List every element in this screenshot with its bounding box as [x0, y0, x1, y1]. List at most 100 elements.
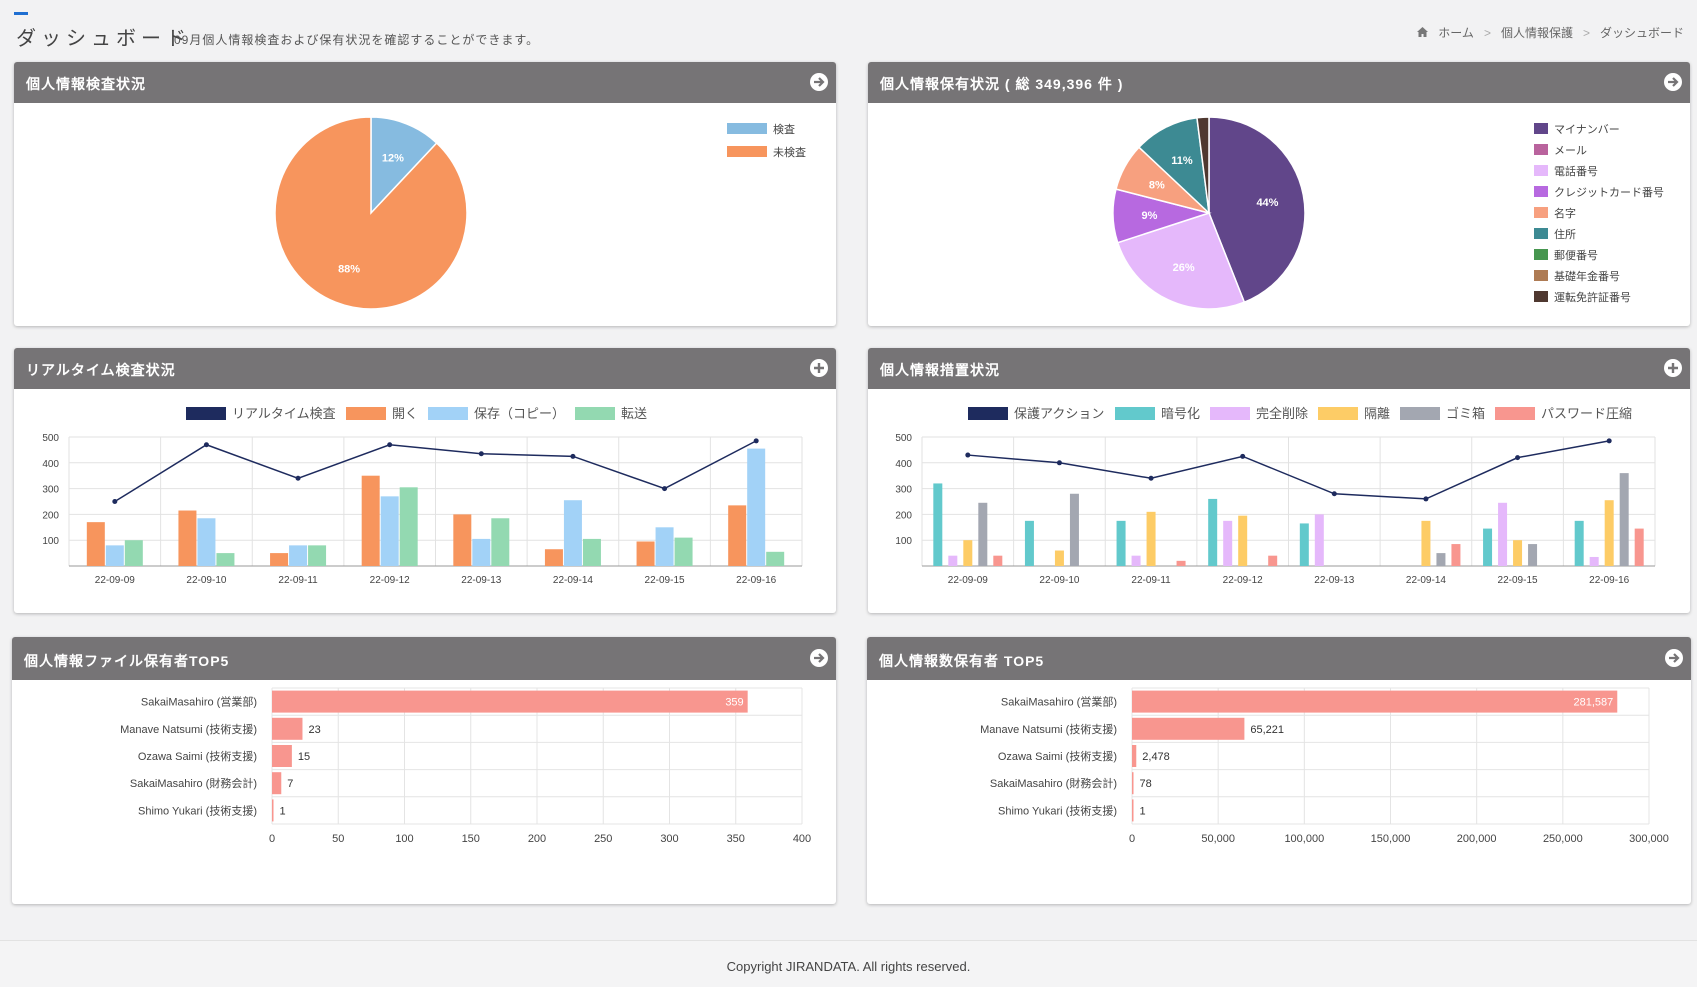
- legend-label: マイナンバー: [1554, 123, 1620, 136]
- category-label: Ozawa Saimi (技術支援): [998, 749, 1117, 763]
- category-label: Shimo Yukari (技術支援): [138, 803, 257, 817]
- x-tick-label: 22-09-10: [1039, 575, 1079, 586]
- x-tick-label: 350: [727, 833, 745, 845]
- file-owner-top5-panel: 個人情報ファイル保有者TOP5 0 50 100 150 200 250 300 350 400…: [12, 637, 836, 904]
- bar: [1132, 799, 1134, 822]
- line-point: [570, 453, 576, 459]
- legend-swatch: [1534, 123, 1548, 134]
- pie-slice: [1208, 116, 1306, 304]
- y-tick-label: 400: [42, 459, 59, 470]
- pie-value-label: 11%: [1171, 155, 1193, 167]
- category-label: SakaiMasahiro (財務会計): [990, 776, 1117, 790]
- breadcrumb: ホーム > 個人情報保護 > ダッシュボード: [1417, 24, 1684, 41]
- bar: [1132, 772, 1134, 795]
- legend-label: 完全削除: [1256, 406, 1308, 421]
- plus-icon[interactable]: [810, 359, 828, 377]
- line-point: [1515, 455, 1521, 461]
- bar-value-label: 23: [308, 724, 320, 736]
- bar: [1421, 520, 1431, 566]
- legend-label: 保護アクション: [1014, 406, 1104, 421]
- legend-swatch: [1495, 407, 1535, 420]
- breadcrumb-privacy[interactable]: 個人情報保護: [1500, 26, 1573, 40]
- x-tick-label: 22-09-14: [553, 575, 593, 586]
- arrow-right-icon[interactable]: [1664, 73, 1682, 91]
- measures-status-panel: 個人情報措置状況 保護アクション 暗号化 完全削除 隔離 ゴミ箱 パスワード圧縮 100 20…: [868, 348, 1690, 613]
- y-tick-label: 400: [895, 459, 912, 470]
- legend-label: 保存（コピー）: [474, 406, 565, 421]
- plus-icon[interactable]: [1664, 359, 1682, 377]
- legend-label: 運転免許証番号: [1554, 290, 1631, 304]
- legend-label: 住所: [1554, 227, 1576, 241]
- bar: [1131, 555, 1141, 566]
- page-title: ダッシュボード: [16, 28, 191, 50]
- bar: [1436, 553, 1446, 566]
- realtime-inspection-panel: リアルタイム検査状況 リアルタイム検査 開く 保存（コピー） 転送 100 200 300 4…: [14, 348, 836, 613]
- x-tick-label: 200: [528, 833, 546, 845]
- measures-combo-chart: 保護アクション 暗号化 完全削除 隔離 ゴミ箱 パスワード圧縮 100 200 300 400 50…: [895, 406, 1656, 586]
- x-tick-label: 22-09-11: [1131, 575, 1171, 586]
- arrow-right-icon[interactable]: [1665, 649, 1683, 667]
- arrow-right-icon[interactable]: [810, 649, 828, 667]
- bar: [1208, 498, 1218, 566]
- panel-header: 個人情報措置状況: [868, 348, 1690, 389]
- x-tick-label: 22-09-13: [1314, 575, 1354, 586]
- pie-slice: [370, 116, 438, 215]
- holding-status-panel: 個人情報保有状況 ( 総 349,396 件 ) 44% 26% 9% 8% 11% マイ…: [868, 62, 1690, 326]
- legend-label: リアルタイム検査: [232, 406, 336, 421]
- bar: [1069, 493, 1079, 566]
- bar: [272, 772, 282, 795]
- bar: [472, 538, 491, 566]
- category-label: SakaiMasahiro (財務会計): [130, 776, 257, 790]
- y-tick-label: 300: [895, 485, 912, 496]
- panel-title: 個人情報検査状況: [26, 76, 146, 92]
- legend-swatch: [1534, 165, 1548, 176]
- bar: [1498, 502, 1508, 566]
- line-point: [1240, 453, 1246, 459]
- line-point: [1606, 438, 1612, 444]
- breadcrumb-dashboard: ダッシュボード: [1599, 26, 1684, 40]
- bar: [1146, 511, 1156, 566]
- bar: [289, 545, 308, 566]
- bar: [1483, 528, 1493, 566]
- legend-label: パスワード圧縮: [1541, 406, 1632, 421]
- legend-swatch: [1534, 144, 1548, 155]
- bar: [747, 448, 766, 566]
- line-point: [203, 442, 209, 448]
- x-tick-label: 50: [332, 833, 344, 845]
- legend-label: 名字: [1554, 206, 1576, 220]
- panel-title: 個人情報措置状況: [880, 362, 1000, 378]
- bar: [491, 518, 510, 566]
- legend-swatch: [186, 407, 226, 420]
- bar-value-label: 359: [725, 697, 743, 709]
- pie-value-label: 88%: [338, 263, 360, 275]
- legend-swatch: [727, 146, 767, 157]
- bar: [1268, 555, 1278, 566]
- bar: [993, 555, 1003, 566]
- bar: [1314, 514, 1324, 566]
- x-tick-label: 22-09-14: [1406, 575, 1446, 586]
- page-footer: Copyright JIRANDATA. All rights reserved…: [0, 940, 1697, 987]
- x-tick-label: 0: [269, 833, 275, 845]
- panel-header: 個人情報ファイル保有者TOP5: [12, 637, 836, 680]
- legend-swatch: [1210, 407, 1250, 420]
- legend-label: 電話番号: [1554, 164, 1598, 178]
- x-tick-label: 22-09-16: [736, 575, 776, 586]
- arrow-right-icon[interactable]: [810, 73, 828, 91]
- breadcrumb-home[interactable]: ホーム: [1438, 26, 1474, 40]
- bar: [1574, 520, 1584, 566]
- inspection-status-panel: 個人情報検査状況 12% 88% 検査 未検査: [14, 62, 836, 326]
- line-series: [967, 440, 1610, 500]
- legend-label: 検査: [773, 122, 795, 136]
- line-series: [114, 440, 757, 503]
- x-tick-label: 22-09-12: [1223, 575, 1263, 586]
- panel-header: 個人情報数保有者 TOP5: [867, 637, 1691, 680]
- pie-slice: [1116, 212, 1246, 310]
- x-tick-label: 22-09-15: [1498, 575, 1538, 586]
- bar: [563, 500, 582, 566]
- bar-value-label: 65,221: [1250, 724, 1284, 736]
- legend-label: クレジットカード番号: [1554, 186, 1664, 199]
- pie-slice: [1137, 116, 1211, 215]
- home-icon[interactable]: [1417, 26, 1429, 40]
- panel-header: リアルタイム検査状況: [14, 348, 836, 389]
- bar: [272, 799, 274, 822]
